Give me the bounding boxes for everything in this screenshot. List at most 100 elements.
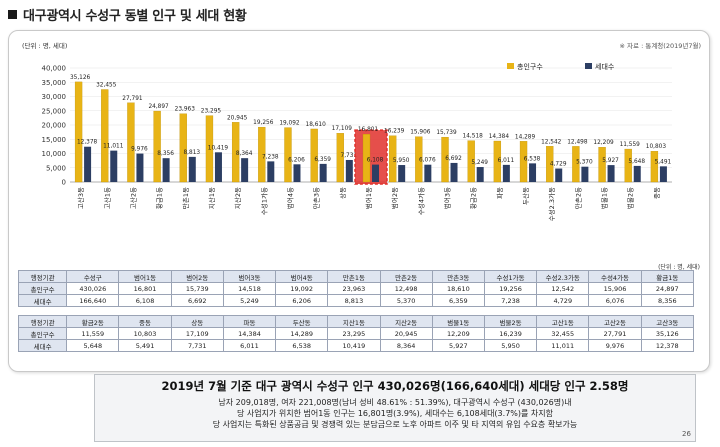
- table-cell: 6,538: [275, 339, 329, 352]
- y-tick-label: 10,000: [42, 150, 67, 158]
- legend-swatch-population: [507, 63, 514, 69]
- table-cell: 12,209: [431, 327, 485, 340]
- table-cell: 8,813: [327, 294, 381, 307]
- bar-population: [179, 113, 187, 183]
- x-tick-label: 범어2동: [390, 187, 399, 209]
- bar-population: [231, 122, 240, 183]
- data-label-households: 6,076: [419, 158, 436, 164]
- x-tick-label: 황금2동: [469, 187, 478, 209]
- table-cell: 6,206: [275, 294, 329, 307]
- table-cell: 20,945: [379, 327, 433, 340]
- data-label-population: 20,945: [227, 115, 248, 121]
- x-tick-label: 지산1동: [207, 187, 216, 209]
- x-tick-label: 황금1동: [155, 187, 164, 209]
- data-label-population: 17,109: [332, 126, 353, 132]
- table-cell: 8,356: [640, 294, 695, 307]
- x-tick-label: 수성2.3가동: [547, 187, 556, 221]
- bar-households: [345, 159, 353, 182]
- table-cell: 14,384: [222, 327, 277, 340]
- bar-population: [598, 147, 606, 183]
- table-cell: 19,256: [483, 282, 538, 295]
- table-header-cell: 상동: [170, 315, 224, 328]
- x-tick-label: 범물1동: [600, 187, 609, 209]
- table-header-cell: 고산2동: [588, 315, 642, 328]
- bar-population: [519, 141, 528, 183]
- table-cell: 23,295: [327, 327, 381, 340]
- table-cell: 11,559: [66, 327, 120, 340]
- bar-population: [74, 81, 83, 183]
- bar-households: [398, 165, 406, 182]
- data-label-population: 23,295: [201, 109, 222, 115]
- table-cell: 16,801: [118, 282, 172, 295]
- table-cell: 8,364: [379, 339, 433, 352]
- population-table-2: 행정기관 황금2동 중동 상동 파동 두산동 지산1동 지산2동 범물1동 범물2동 고산1동 고산2…: [17, 315, 695, 352]
- table-cell: 19,092: [275, 282, 329, 295]
- bar-households: [424, 164, 432, 182]
- summary-line-1: 남자 209,018명, 여자 221,008명(남녀 성비 48.61% : …: [218, 398, 572, 407]
- y-tick-label: 30,000: [42, 93, 67, 101]
- table-cell: 12,378: [640, 339, 695, 352]
- table-cell: 166,640: [66, 294, 120, 307]
- bar-households: [136, 153, 144, 182]
- table-cell: 5,491: [118, 339, 172, 352]
- x-tick-label: 만촌2동: [573, 187, 582, 209]
- chart-unit-note: (단위 : 명, 세대): [22, 41, 67, 50]
- bar-population: [153, 110, 161, 183]
- table-header-cell: 지산2동: [379, 315, 433, 328]
- table-unit-note: (단위 : 명, 세대): [658, 264, 700, 271]
- table-cell: 430,026: [66, 282, 120, 295]
- table-cell: 14,289: [275, 327, 329, 340]
- x-tick-label: 두산동: [521, 187, 530, 205]
- table-cell: 10,419: [327, 339, 381, 352]
- bar-households: [502, 164, 510, 182]
- x-tick-label: 범물2동: [626, 187, 635, 209]
- data-label-households: 6,108: [367, 158, 384, 164]
- data-label-households: 5,249: [471, 160, 488, 166]
- bar-population: [127, 102, 135, 183]
- data-label-population: 10,803: [646, 144, 667, 150]
- data-label-households: 9,976: [131, 147, 148, 153]
- y-tick-label: 35,000: [42, 79, 67, 87]
- chart-legend: 총인구수 세대수: [507, 62, 615, 71]
- data-label-households: 5,370: [576, 160, 593, 166]
- table-cell: 5,370: [379, 294, 433, 307]
- table-cell: 6,692: [170, 294, 224, 307]
- table-row: 세대수 5,648 5,491 7,731 6,011 6,538 10,419 8,364 5…: [17, 339, 695, 352]
- data-label-population: 32,455: [96, 83, 117, 89]
- x-tick-label: 만촌3동: [312, 187, 321, 209]
- data-label-households: 10,419: [208, 145, 229, 151]
- table-header-cell: 황금2동: [66, 315, 120, 328]
- table-cell: 15,739: [170, 282, 224, 295]
- data-label-households: 5,491: [655, 159, 672, 165]
- data-label-households: 6,359: [314, 157, 331, 163]
- title-bullet-icon: [8, 9, 17, 19]
- x-tick-label: 고산3동: [76, 187, 85, 209]
- bar-population: [441, 136, 449, 183]
- data-label-households: 7,731: [341, 153, 358, 159]
- table-row: 행정기관 수성구 범어1동 범어2동 범어3동 범어4동 만촌1동 만촌2동 만촌3동 수성1가동…: [17, 270, 695, 283]
- y-axis-ticks: 0 5,000 10,000 15,000 20,000 25,000 30,000 35,0…: [42, 65, 67, 187]
- x-tick-label: 고산2동: [128, 187, 137, 209]
- legend-label-population: 총인구수: [517, 62, 543, 71]
- bar-households: [267, 161, 275, 182]
- data-label-households: 5,648: [628, 159, 645, 165]
- x-tick-label: 상동: [338, 187, 347, 199]
- data-label-households: 6,692: [445, 156, 462, 162]
- table-cell: 27,791: [588, 327, 642, 340]
- table-header-cell: 범어2동: [170, 270, 224, 283]
- table-cell: 14,518: [222, 282, 277, 295]
- bar-households: [214, 152, 222, 182]
- data-label-population: 15,906: [410, 130, 431, 136]
- data-label-population: 27,791: [122, 96, 143, 102]
- summary-body: 남자 209,018명, 여자 221,008명(남녀 성비 48.61% : …: [95, 397, 695, 430]
- data-label-households: 12,378: [77, 140, 98, 146]
- data-label-population: 16,801: [358, 127, 379, 133]
- table-cell: 6,076: [588, 294, 642, 307]
- data-label-population: 12,542: [541, 139, 562, 145]
- bar-population: [389, 135, 397, 183]
- title-bar: 대구광역시 수성구 동별 인구 및 세대 현황: [8, 4, 247, 24]
- page-number: 26: [682, 430, 691, 438]
- table-cell: 5,648: [66, 339, 120, 352]
- table-header-cell: 범어4동: [275, 270, 329, 283]
- bar-population: [624, 148, 632, 183]
